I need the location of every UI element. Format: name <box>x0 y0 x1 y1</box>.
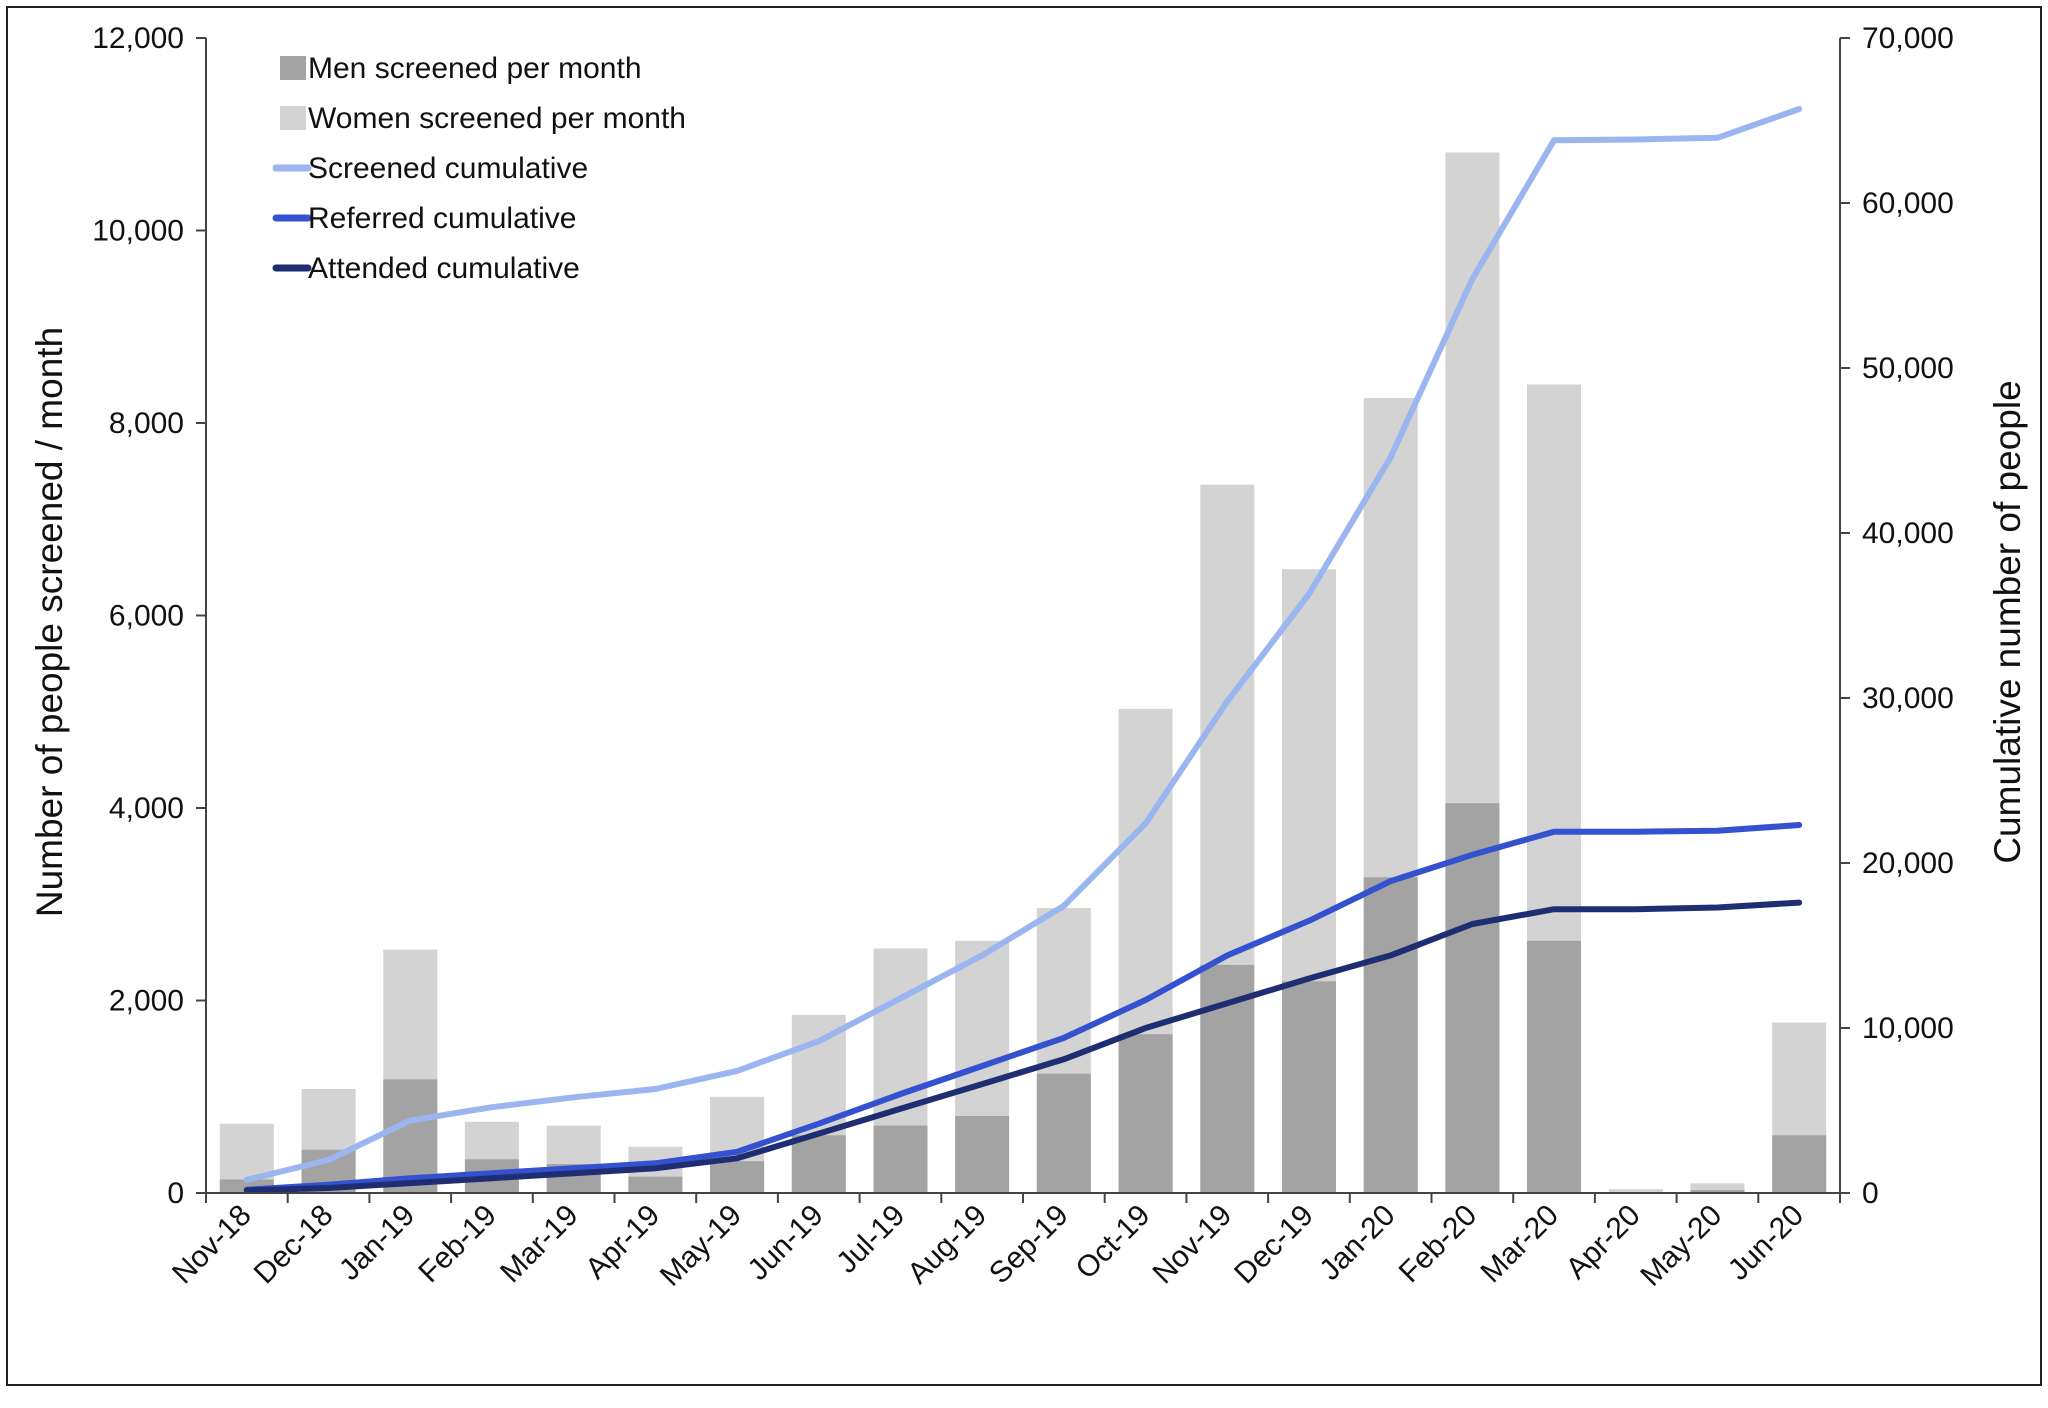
bar-men-jun-19 <box>791 1135 846 1194</box>
y-right-tick-label: 40,000 <box>1862 517 1954 550</box>
y-right-tick-label: 60,000 <box>1862 187 1954 220</box>
bar-men-jun-20 <box>1772 1135 1827 1194</box>
x-tick-label-jan-20: Jan-20 <box>1313 1199 1401 1287</box>
y-right-tick-label: 0 <box>1862 1177 1879 1210</box>
y-right-tick-label: 20,000 <box>1862 847 1954 880</box>
y-left-tick-label: 2,000 <box>109 985 184 1018</box>
y-axis-left-title: Number of people screened / month <box>29 327 70 917</box>
y-left-tick-label: 12,000 <box>92 22 184 55</box>
x-tick-label-jul-19: Jul-19 <box>830 1199 911 1280</box>
legend-swatch-women-screened-per-month <box>280 106 306 130</box>
x-tick-label-oct-19: Oct-19 <box>1070 1199 1157 1286</box>
bar-men-feb-20 <box>1445 803 1500 1193</box>
legend-label-referred-cumulative: Referred cumulative <box>308 202 576 235</box>
x-tick-label-dec-18: Dec-18 <box>248 1199 340 1291</box>
x-tick-label-jan-19: Jan-19 <box>333 1199 421 1287</box>
lines-layer <box>243 106 1803 1194</box>
bars-layer <box>219 152 1827 1194</box>
y-right-tick-label: 70,000 <box>1862 22 1954 55</box>
bar-men-may-19 <box>710 1161 765 1193</box>
y-left-tick-label: 6,000 <box>109 600 184 633</box>
x-tick-label-apr-19: Apr-19 <box>579 1199 666 1286</box>
x-tick-label-jun-19: Jun-19 <box>741 1199 829 1287</box>
x-tick-label-sep-19: Sep-19 <box>983 1199 1075 1291</box>
x-tick-label-mar-19: Mar-19 <box>494 1199 585 1290</box>
bar-men-may-20 <box>1690 1190 1745 1193</box>
bar-men-jan-20 <box>1363 877 1418 1193</box>
x-tick-label-mar-20: Mar-20 <box>1474 1199 1565 1290</box>
x-tick-label-feb-20: Feb-20 <box>1393 1199 1484 1290</box>
x-tick-label-aug-19: Aug-19 <box>901 1199 993 1291</box>
bar-men-jul-19 <box>873 1125 928 1193</box>
y-left-tick-label: 8,000 <box>109 407 184 440</box>
y-right-tick-label: 50,000 <box>1862 352 1954 385</box>
x-tick-label-nov-19: Nov-19 <box>1146 1199 1238 1291</box>
y-left-tick-label: 4,000 <box>109 792 184 825</box>
line-screened-cumulative <box>243 106 1803 1183</box>
legend-swatch-men-screened-per-month <box>280 56 306 80</box>
x-tick-label-dec-19: Dec-19 <box>1228 1199 1320 1291</box>
x-tick-label-apr-20: Apr-20 <box>1560 1199 1647 1286</box>
bar-men-mar-20 <box>1527 940 1581 1193</box>
x-tick-label-may-20: May-20 <box>1634 1199 1728 1293</box>
x-tick-label-feb-19: Feb-19 <box>412 1199 503 1290</box>
x-tick-label-may-19: May-19 <box>654 1199 748 1293</box>
y-right-tick-label: 30,000 <box>1862 682 1954 715</box>
bar-men-oct-19 <box>1118 1034 1173 1193</box>
legend-label-screened-cumulative: Screened cumulative <box>308 152 588 185</box>
bar-women-may-20 <box>1690 1183 1745 1193</box>
bar-men-sep-19 <box>1036 1073 1091 1193</box>
bar-men-apr-19 <box>628 1176 683 1193</box>
x-tick-label-jun-20: Jun-20 <box>1722 1199 1810 1287</box>
line-referred-cumulative <box>243 822 1803 1193</box>
x-tick-label-nov-18: Nov-18 <box>166 1199 258 1291</box>
legend: Men screened per month Women screened per… <box>272 52 686 285</box>
y-left-tick-label: 0 <box>167 1177 184 1210</box>
bar-women-apr-20 <box>1608 1189 1663 1193</box>
bar-men-jan-19 <box>383 1079 438 1193</box>
legend-label-women-screened-per-month: Women screened per month <box>308 102 686 135</box>
legend-label-men-screened-per-month: Men screened per month <box>308 52 642 85</box>
y-right-tick-label: 10,000 <box>1862 1012 1954 1045</box>
y-left-tick-label: 10,000 <box>92 215 184 248</box>
bar-men-dec-19 <box>1282 981 1336 1194</box>
line-attended-cumulative <box>243 899 1803 1194</box>
bar-men-aug-19 <box>955 1116 1010 1193</box>
y-axis-right-title: Cumulative number of people <box>1987 380 2028 863</box>
legend-label-attended-cumulative: Attended cumulative <box>308 252 580 285</box>
